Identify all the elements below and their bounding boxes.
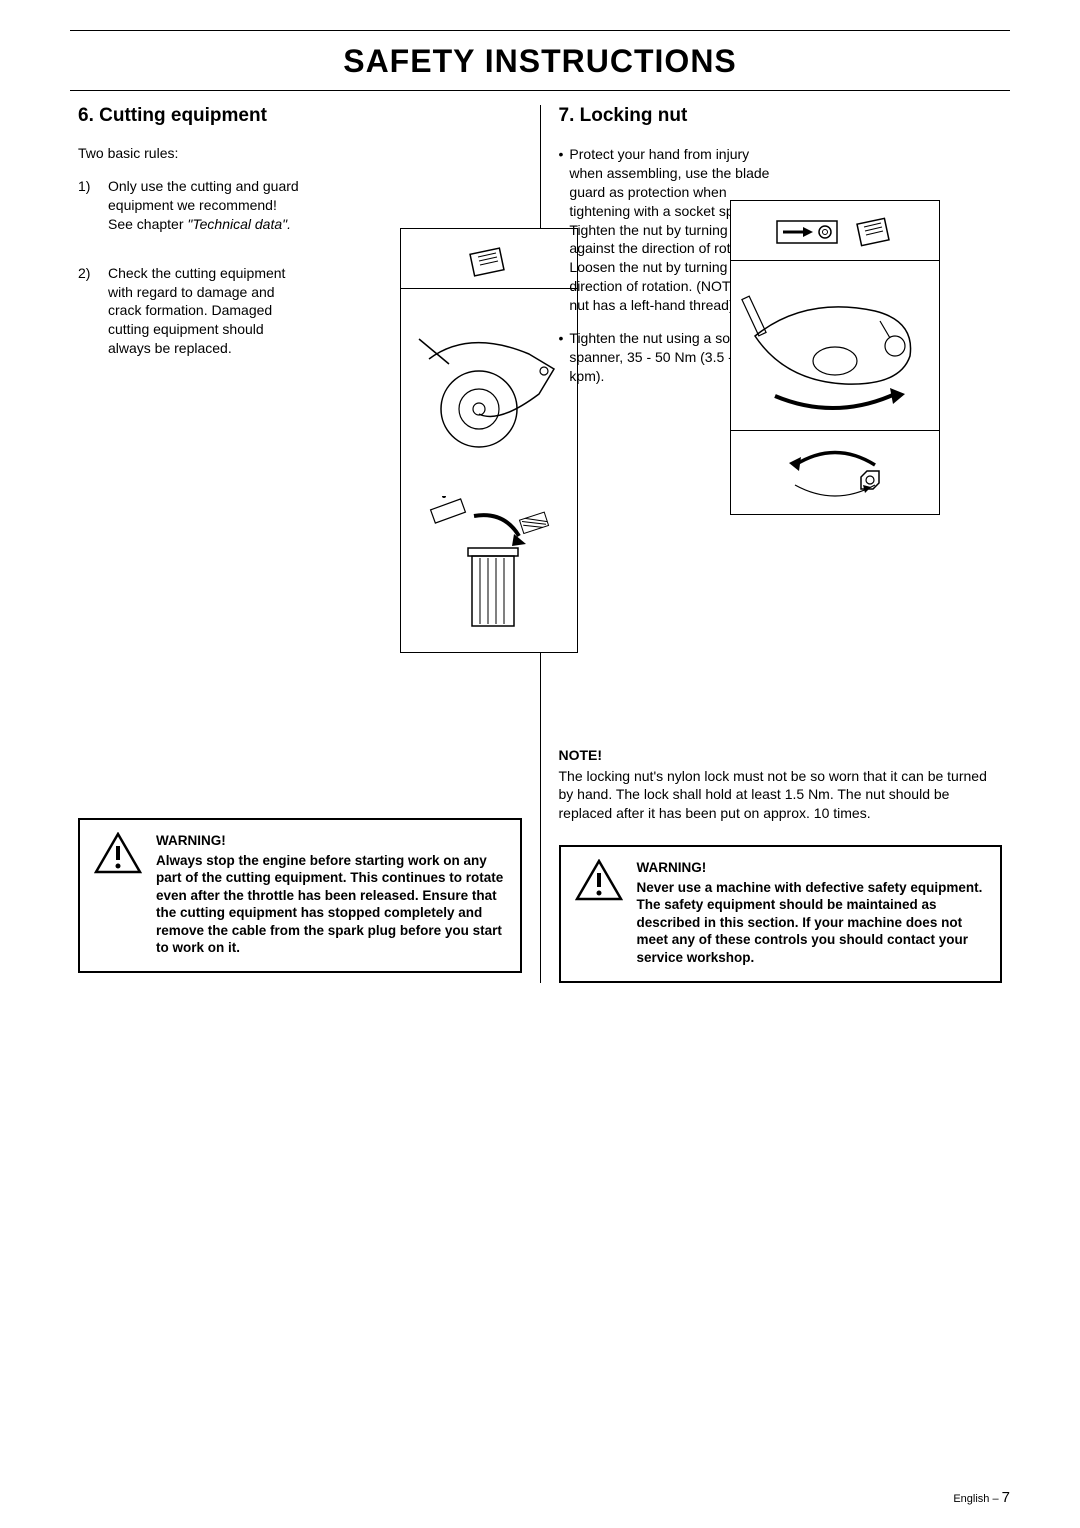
warning-box: WARNING! Never use a machine with defect… (559, 845, 1003, 982)
list-item: 1) Only use the cutting and guard equipm… (78, 177, 309, 234)
warning-title: WARNING! (637, 859, 987, 877)
page-footer: English – 7 (953, 1489, 1010, 1506)
bullet-marker: • (559, 329, 564, 386)
top-rule (70, 30, 1010, 31)
locking-nut-figure (730, 200, 940, 515)
columns: 6. Cutting equipment Two basic rules: 1)… (70, 105, 1010, 983)
list-italic: "Technical data". (187, 216, 291, 232)
warning-title: WARNING! (156, 832, 506, 850)
manual-icon (853, 211, 897, 251)
spanner-hand-illustration (731, 261, 939, 431)
warning-body: Always stop the engine before starting w… (156, 852, 506, 957)
warning-content: WARNING! Never use a machine with defect… (637, 859, 987, 966)
note-title: NOTE! (559, 746, 1003, 765)
left-text-block: Two basic rules: 1) Only use the cutting… (78, 145, 309, 358)
arrow-nut-icon (773, 211, 843, 251)
page-title: SAFETY INSTRUCTIONS (70, 39, 1010, 91)
warning-content: WARNING! Always stop the engine before s… (156, 832, 506, 957)
nut-rotation-illustration (731, 431, 939, 514)
list-number: 2) (78, 264, 98, 358)
note-body: The locking nut's nylon lock must not be… (559, 767, 1003, 824)
footer-lang: English – (953, 1493, 1001, 1505)
list-text: Check the cutting equipment with regard … (108, 264, 309, 358)
note-block: NOTE! The locking nut's nylon lock must … (559, 746, 1003, 824)
bullet-marker: • (559, 145, 564, 315)
list-number: 1) (78, 177, 98, 234)
warning-icon (94, 832, 142, 874)
right-heading: 7. Locking nut (559, 105, 1003, 127)
footer-page-number: 7 (1002, 1489, 1010, 1506)
warning-body: Never use a machine with defective safet… (637, 879, 987, 967)
left-intro: Two basic rules: (78, 145, 309, 161)
warning-icon (575, 859, 623, 901)
left-column: 6. Cutting equipment Two basic rules: 1)… (70, 105, 541, 983)
list-text: Only use the cutting and guard equipment… (108, 177, 309, 234)
list-item: 2) Check the cutting equipment with rega… (78, 264, 309, 358)
warning-box: WARNING! Always stop the engine before s… (78, 818, 522, 973)
fig-top-panel (731, 201, 939, 261)
left-heading: 6. Cutting equipment (78, 105, 522, 127)
right-column: 7. Locking nut • Protect your hand from … (541, 105, 1011, 983)
